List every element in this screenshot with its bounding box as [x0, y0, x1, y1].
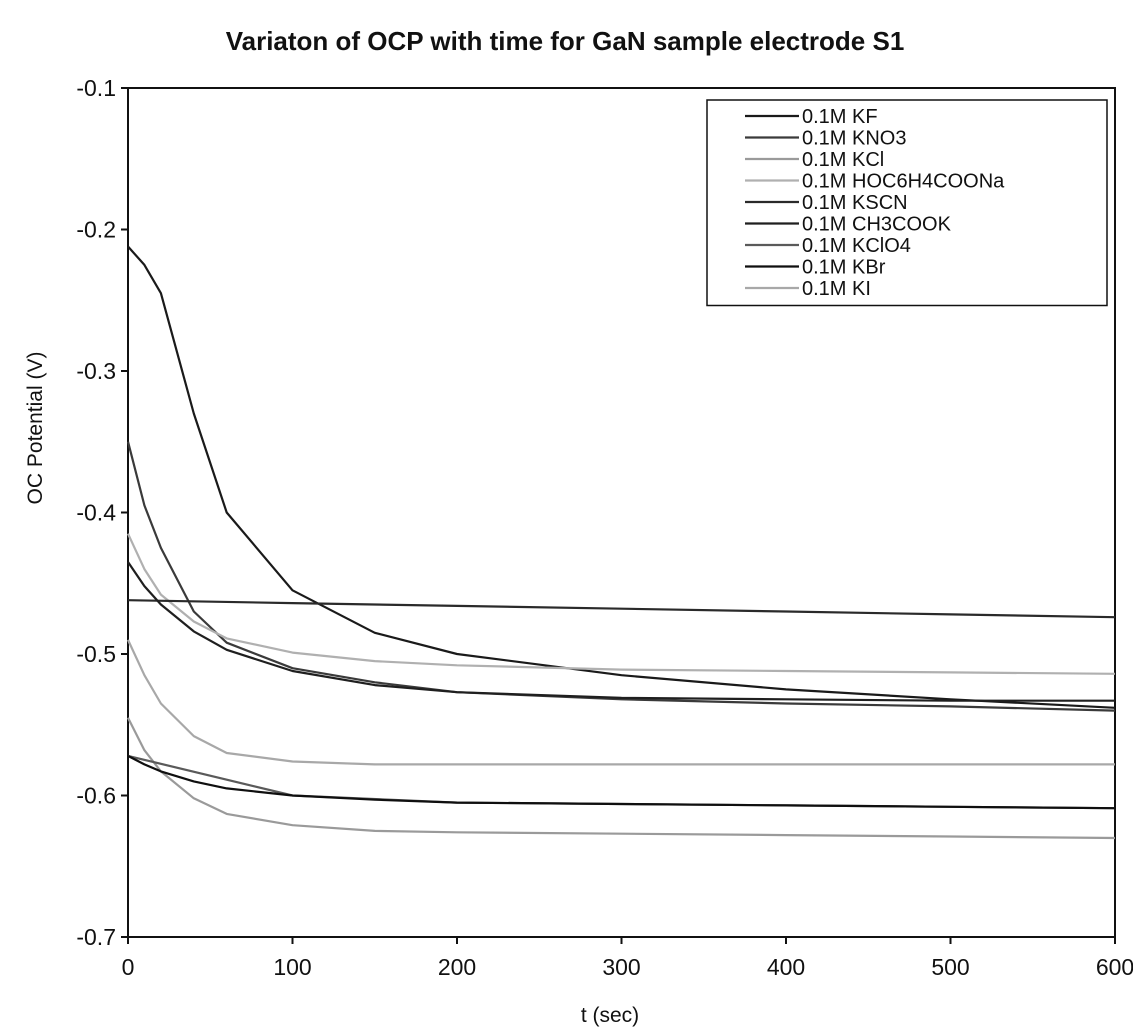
x-axis-label: t (sec) — [581, 1004, 639, 1027]
legend-entry: 0.1M KBr — [802, 257, 886, 279]
x-tick-label: 100 — [273, 954, 311, 980]
legend-entry: 0.1M KCl — [802, 149, 884, 171]
y-tick-label: -0.5 — [76, 641, 116, 667]
legend-entry: 0.1M KSCN — [802, 192, 908, 214]
series-line-3 — [127, 717, 1116, 840]
y-tick-label: -0.1 — [76, 75, 116, 101]
series-line-5 — [127, 599, 1116, 619]
series-line-2 — [126, 441, 1116, 712]
legend-entry: 0.1M HOC6H4COONa — [802, 171, 1005, 193]
x-tick-label: 0 — [122, 954, 135, 980]
y-tick-label: -0.6 — [76, 783, 116, 809]
legend-entry: 0.1M KNO3 — [802, 128, 906, 150]
chart-title: Variaton of OCP with time for GaN sample… — [226, 26, 905, 56]
series-line-9 — [127, 639, 1115, 766]
legend-entry: 0.1M CH3COOK — [802, 214, 952, 236]
series-lines — [126, 245, 1116, 840]
legend-entry: 0.1M KF — [802, 106, 878, 128]
series-line-6 — [127, 561, 1115, 702]
x-tick-label: 600 — [1096, 954, 1133, 980]
y-tick-label: -0.4 — [76, 500, 116, 526]
legend-entry: 0.1M KClO4 — [802, 235, 911, 257]
series-line-1 — [127, 245, 1116, 709]
y-tick-label: -0.3 — [76, 358, 116, 384]
axis-ticks: -0.1 -0.2 -0.3 -0.4 -0.5 -0.6 -0.70 100 200 300 40… — [76, 75, 1133, 980]
y-tick-label: -0.2 — [76, 217, 116, 243]
x-tick-label: 400 — [767, 954, 805, 980]
x-tick-label: 500 — [931, 954, 969, 980]
y-axis-label: OC Potential (V) — [24, 352, 47, 505]
legend-entry: 0.1M KI — [802, 278, 871, 300]
series-line-8 — [127, 754, 1116, 810]
x-tick-label: 300 — [602, 954, 640, 980]
y-tick-label: -0.7 — [76, 924, 116, 950]
x-tick-label: 200 — [438, 954, 476, 980]
series-line-4 — [127, 533, 1116, 675]
